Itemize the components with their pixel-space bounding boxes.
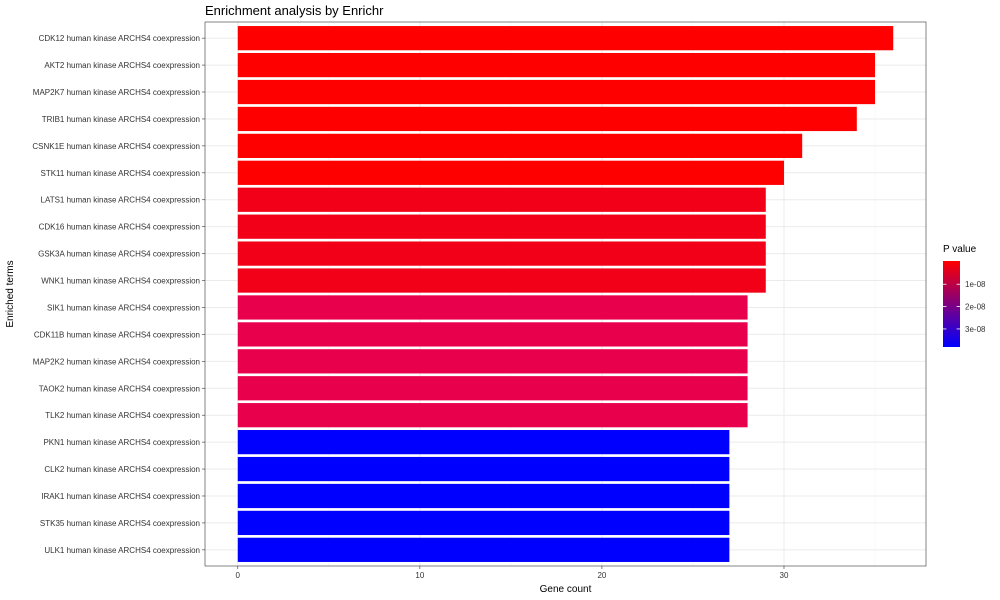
bar <box>237 26 894 51</box>
legend-colorbar <box>943 261 960 347</box>
y-tick-label: MAP2K2 human kinase ARCHS4 coexpression <box>33 357 200 366</box>
plot-border <box>204 21 927 567</box>
y-tick-label: AKT2 human kinase ARCHS4 coexpression <box>44 61 200 70</box>
bar <box>237 403 748 428</box>
bar <box>237 187 766 212</box>
y-tick-label: CDK12 human kinase ARCHS4 coexpression <box>39 34 200 43</box>
legend-tick-label: 1e-08 <box>965 280 986 289</box>
legend: P value 1e-08 2e-08 3e-08 <box>943 244 986 347</box>
x-tick-label: 10 <box>415 571 424 580</box>
bar <box>237 349 748 374</box>
bar <box>237 456 730 482</box>
y-tick-label: CDK11B human kinase ARCHS4 coexpression <box>34 330 200 339</box>
chart-title: Enrichment analysis by Enrichr <box>205 3 384 18</box>
y-tick-label: IRAK1 human kinase ARCHS4 coexpression <box>41 492 200 501</box>
bars <box>237 26 894 562</box>
y-tick-label: STK35 human kinase ARCHS4 coexpression <box>40 519 200 528</box>
y-tick-label: MAP2K7 human kinase ARCHS4 coexpression <box>33 88 200 97</box>
y-tick-label: WNK1 human kinase ARCHS4 coexpression <box>41 277 200 286</box>
bar <box>237 52 876 78</box>
y-tick-label: GSK3A human kinase ARCHS4 coexpression <box>38 250 200 259</box>
x-axis: 0 10 20 30 <box>236 566 789 580</box>
y-tick-label: PKN1 human kinase ARCHS4 coexpression <box>43 438 200 447</box>
y-tick-label: ULK1 human kinase ARCHS4 coexpression <box>44 546 200 555</box>
x-axis-title: Gene count <box>540 584 592 595</box>
y-tick-label: LATS1 human kinase ARCHS4 coexpression <box>41 196 201 205</box>
legend-ticks: 1e-08 2e-08 3e-08 <box>943 280 986 334</box>
y-tick-label: CSNK1E human kinase ARCHS4 coexpression <box>32 142 200 151</box>
y-tick-label: TAOK2 human kinase ARCHS4 coexpression <box>39 384 200 393</box>
legend-title: P value <box>943 244 977 255</box>
x-tick-label: 0 <box>236 571 241 580</box>
bar <box>237 214 766 239</box>
bar <box>237 160 784 185</box>
x-tick-label: 30 <box>780 571 789 580</box>
y-tick-label: CDK16 human kinase ARCHS4 coexpression <box>39 223 200 232</box>
x-tick-label: 20 <box>597 571 606 580</box>
bar <box>237 510 730 536</box>
bar <box>237 268 766 293</box>
bar <box>237 483 730 509</box>
y-tick-label: SIK1 human kinase ARCHS4 coexpression <box>47 303 200 312</box>
bar <box>237 133 803 158</box>
bar <box>237 537 730 562</box>
y-tick-label: TLK2 human kinase ARCHS4 coexpression <box>45 411 200 420</box>
bar <box>237 322 748 347</box>
legend-tick-label: 3e-08 <box>965 325 986 334</box>
legend-tick-label: 2e-08 <box>965 303 986 312</box>
bar <box>237 430 730 455</box>
bar <box>237 241 766 266</box>
bar <box>237 106 857 132</box>
y-tick-label: STK11 human kinase ARCHS4 coexpression <box>41 169 201 178</box>
bar <box>237 295 748 320</box>
bar <box>237 376 748 401</box>
bar <box>237 79 876 105</box>
y-tick-label: CLK2 human kinase ARCHS4 coexpression <box>44 465 200 474</box>
y-tick-label: TRIB1 human kinase ARCHS4 coexpression <box>42 115 200 124</box>
y-axis: CDK12 human kinase ARCHS4 coexpression AK… <box>32 34 205 555</box>
y-axis-title: Enriched terms <box>5 260 16 327</box>
